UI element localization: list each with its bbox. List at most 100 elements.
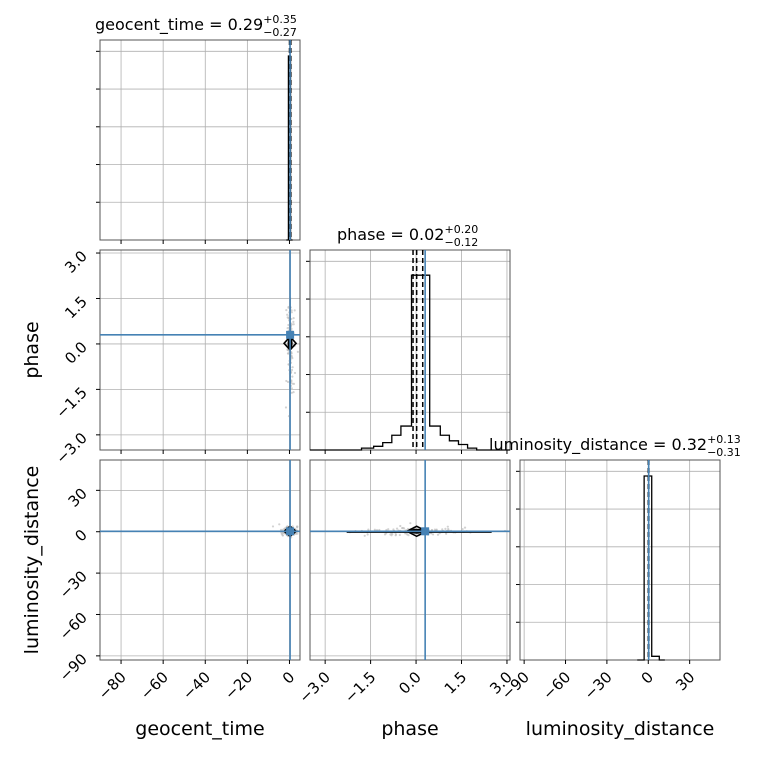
sample-point [290, 356, 293, 359]
sample-point [281, 533, 284, 537]
sample-point [387, 528, 390, 531]
sample-point [287, 363, 290, 366]
sample-point [279, 528, 283, 531]
sample-point [373, 528, 376, 531]
sample-point [292, 320, 295, 323]
y-tick-label: −30 [56, 567, 91, 602]
sample-point [290, 368, 294, 372]
y-axis-label-phase: phase [21, 321, 43, 378]
sample-point [296, 532, 299, 535]
contour-line [283, 335, 298, 352]
sample-point [286, 380, 290, 384]
sample-point [290, 311, 293, 314]
x-tick-label: 30 [672, 668, 698, 694]
x-tick-label: −1.5 [341, 668, 379, 706]
sample-point [293, 309, 296, 312]
title-plus: +0.13 [707, 433, 741, 446]
sample-point [378, 528, 381, 532]
y-tick-label: 1.5 [61, 293, 91, 323]
title-plus: +0.20 [444, 223, 478, 236]
sample-point [463, 526, 467, 529]
y-tick-label: 3.0 [61, 247, 91, 277]
sample-point [271, 525, 275, 528]
x-axis-label-geocent_time: geocent_time [135, 718, 264, 740]
sample-point [402, 527, 406, 530]
y-tick-label: 30 [65, 484, 91, 510]
title-main: phase = 0.02 [337, 225, 444, 244]
sample-point [444, 527, 447, 530]
sample-point [287, 305, 290, 309]
sample-point [287, 352, 290, 355]
panel-frame [519, 459, 721, 661]
sample-point [291, 375, 294, 378]
sample-point [284, 406, 288, 409]
sample-point [435, 528, 438, 531]
sample-point [366, 533, 369, 536]
truth-marker [286, 330, 295, 339]
sample-point [293, 371, 297, 375]
sample-point [394, 533, 398, 536]
title-minus: −0.31 [707, 446, 741, 459]
sample-point [389, 533, 392, 536]
panel-title-geocent_time: geocent_time = 0.29+0.35 −0.27 [95, 13, 297, 39]
sample-point [281, 528, 284, 531]
sample-point [409, 522, 412, 525]
sample-point [446, 525, 449, 528]
panel-title-phase: phase = 0.02+0.20 −0.12 [337, 223, 478, 249]
y-tick-label: −90 [56, 650, 91, 685]
title-plus: +0.35 [263, 13, 297, 26]
truth-marker [286, 527, 295, 536]
sample-point [287, 323, 290, 327]
x-axis-label-phase: phase [381, 718, 438, 740]
x-tick-label: −60 [539, 668, 574, 703]
y-tick-label: −60 [56, 609, 91, 644]
x-tick-label: −20 [221, 668, 256, 703]
sample-point [436, 533, 440, 536]
x-tick-label: 0 [279, 668, 298, 687]
sample-point [290, 309, 293, 312]
title-main: geocent_time = 0.29 [95, 15, 263, 35]
sample-point [290, 391, 293, 394]
sample-point [461, 527, 464, 531]
hist-panel-geocent_time: geocent_time = 0.29+0.35 −0.27 [95, 13, 301, 244]
panel-frame [99, 39, 301, 241]
sample-point [285, 309, 288, 312]
y-tick-label: −3.0 [52, 429, 90, 467]
sample-point [286, 313, 289, 316]
hist-panel-phase: phase = 0.02+0.20 −0.12 [306, 223, 511, 454]
y-tick-label: 0 [71, 526, 90, 545]
sample-point [400, 526, 404, 530]
sample-point [292, 323, 295, 326]
sample-point [291, 366, 294, 369]
sample-point [367, 528, 370, 531]
histogram-phase [310, 274, 510, 451]
sample-point [383, 533, 387, 536]
sample-point [290, 387, 293, 390]
panel-frame [99, 459, 301, 661]
x-axis-label-luminosity_distance: luminosity_distance [526, 718, 715, 740]
x-tick-label: −30 [581, 668, 616, 703]
title-minus: −0.27 [263, 26, 297, 39]
y-axis-label-luminosity_distance: luminosity_distance [21, 466, 43, 655]
sample-point [391, 532, 394, 536]
title-minus: −0.12 [444, 236, 478, 249]
sample-point [296, 525, 299, 528]
x-tick-label: 1.5 [441, 668, 471, 698]
sample-point [399, 524, 402, 528]
sample-point [292, 317, 295, 320]
scatter-panel-phase-luminosity_distance [309, 459, 511, 661]
sample-point [398, 533, 401, 537]
x-tick-label: 0 [638, 668, 657, 687]
x-tick-label: −3.0 [295, 668, 333, 706]
panel-frame [99, 249, 301, 451]
x-tick-label: −40 [179, 668, 214, 703]
histogram-luminosity_distance [637, 475, 665, 661]
x-tick-label: 0.0 [395, 668, 425, 698]
scatter-panel-geocent_time-luminosity_distance [99, 459, 301, 661]
sample-point [404, 532, 407, 535]
sample-point [287, 317, 290, 320]
panel-title-luminosity_distance: luminosity_distance = 0.32+0.13 −0.31 [489, 433, 741, 459]
sample-point [290, 327, 293, 330]
sample-point [285, 379, 288, 383]
x-tick-label: −60 [137, 668, 172, 703]
